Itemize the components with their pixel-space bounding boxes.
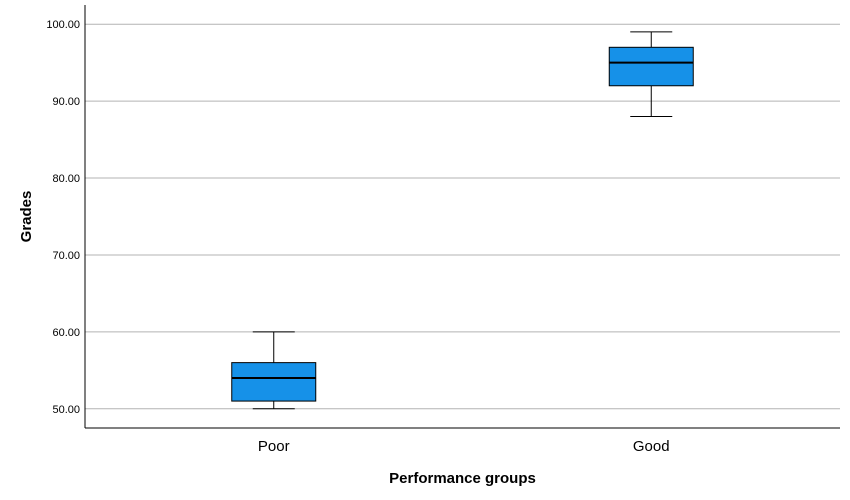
y-tick-label: 80.00 <box>52 173 80 185</box>
iqr-box <box>231 362 317 402</box>
x-category-labels: Poor Good <box>258 438 670 455</box>
y-tick-label: 70.00 <box>52 250 80 262</box>
y-tick-label: 90.00 <box>52 96 80 108</box>
y-tick-label: 60.00 <box>52 327 80 339</box>
iqr-box <box>608 46 694 87</box>
gridlines <box>85 23 840 410</box>
y-axis-title: Grades <box>18 191 35 243</box>
x-axis-title: Performance groups <box>389 470 536 487</box>
boxes <box>231 31 694 410</box>
y-tick-label: 50.00 <box>52 404 80 416</box>
y-tick-labels: 50.00 60.00 70.00 80.00 90.00 100.00 <box>46 19 80 416</box>
box-poor <box>231 331 317 410</box>
axes <box>84 5 840 429</box>
y-tick-label: 100.00 <box>46 19 80 31</box>
x-category-label: Good <box>633 438 670 455</box>
box-good <box>608 31 694 118</box>
x-category-label: Poor <box>258 438 290 455</box>
